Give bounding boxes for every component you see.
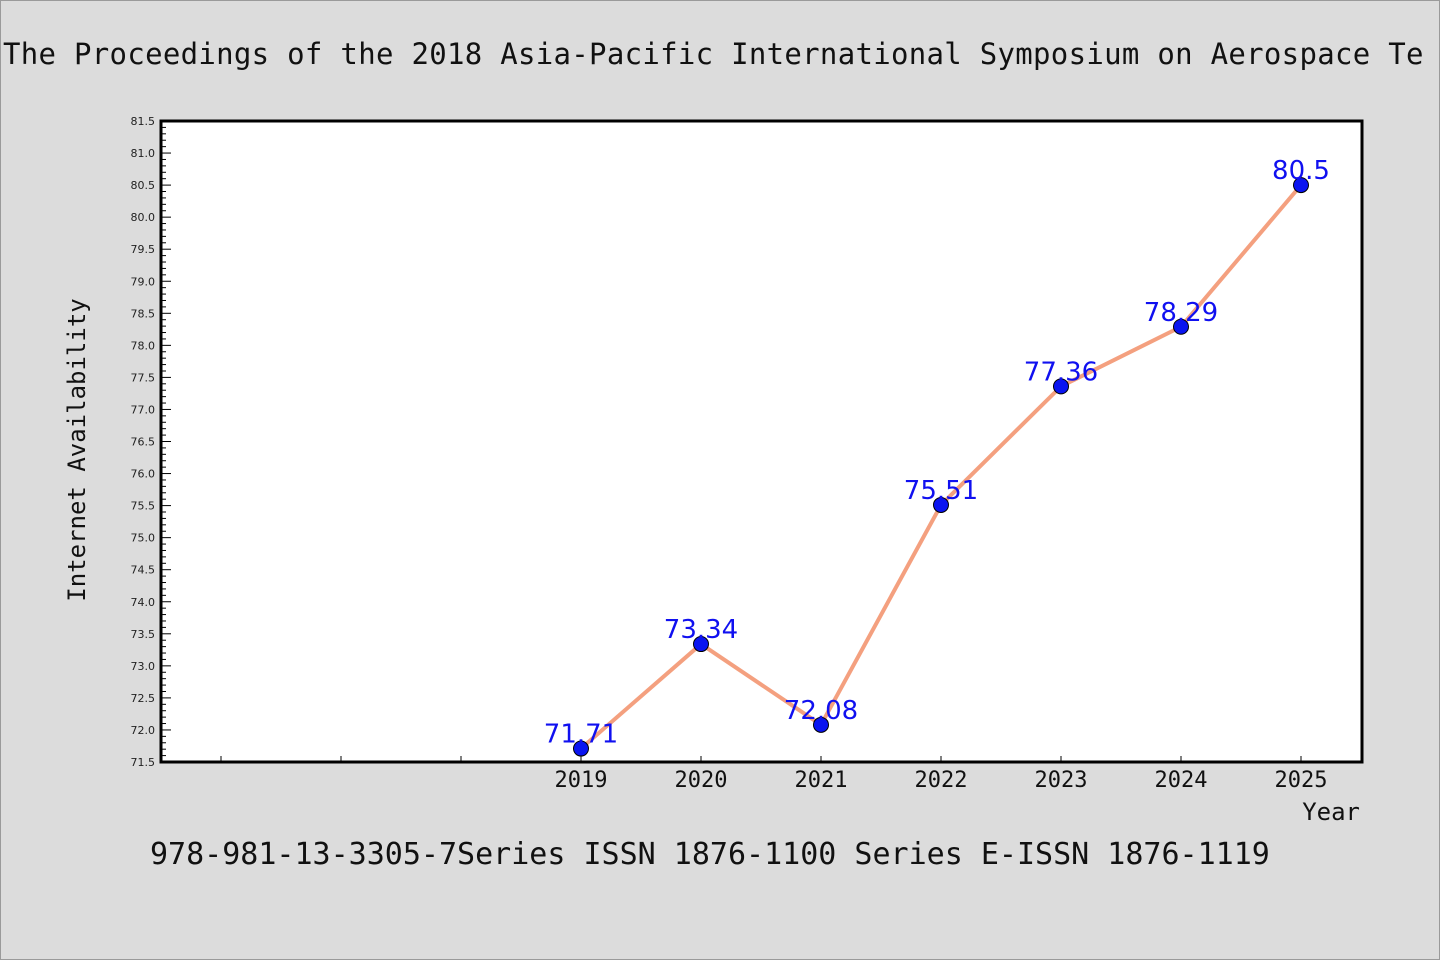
page-title: The Proceedings of the 2018 Asia-Pacific… [3,37,1424,71]
data-point [1053,378,1069,395]
data-labels: 71.71 73.34 72.08 75.51 77.36 78.29 80.5 [544,156,1330,749]
plot-border [159,119,1364,764]
y-tick-label: 80.0 [131,211,156,224]
y-tick-label: 73.5 [131,628,156,641]
y-tick-label: 73.0 [131,660,156,673]
y-tick-label: 81.0 [131,147,156,160]
y-tick-label: 75.0 [131,532,156,545]
data-label: 72.08 [784,696,858,726]
y-tick-label: 81.5 [131,115,156,128]
x-tick-label: 2020 [675,768,728,793]
data-label: 78.29 [1144,298,1218,328]
y-tick-label: 74.0 [131,596,156,609]
y-tick-label: 74.5 [131,564,156,577]
data-label: 71.71 [544,720,618,750]
series-group [573,177,1309,757]
y-tick-label: 71.5 [131,756,156,769]
x-tick-label: 2021 [795,768,848,793]
x-axis-title: Year [1302,798,1360,826]
x-tick-label: 2019 [555,768,608,793]
x-tick-label: 2023 [1035,768,1088,793]
data-point [1293,177,1309,194]
data-point [813,716,829,733]
y-tick-label: 78.5 [131,307,156,320]
data-point [573,740,589,757]
data-label: 73.34 [664,615,738,645]
plot-area [161,121,1362,762]
y-tick-label: 77.0 [131,403,156,416]
footer-isbn: 978-981-13-3305-7Series ISSN 1876-1100 S… [150,837,1270,872]
data-label: 75.51 [904,476,978,506]
x-tick-label: 2024 [1155,768,1208,793]
y-axis-ticks: 71.5 72.0 72.5 73.0 73.5 74.0 74.5 75.0 75.5 76.0… [131,115,171,769]
data-point [1173,318,1189,335]
y-tick-label: 75.5 [131,500,156,513]
y-axis-title: Internet Availability [63,298,91,601]
y-tick-label: 80.5 [131,179,156,192]
data-label: 77.36 [1024,357,1098,387]
data-label: 80.5 [1272,156,1330,186]
y-tick-label: 79.0 [131,275,156,288]
x-axis-ticks: 2019 2020 2021 2022 2023 2024 2025 [220,756,1328,793]
y-tick-label: 77.5 [131,371,156,384]
x-tick-label: 2022 [915,768,968,793]
y-tick-label: 79.5 [131,243,156,256]
y-tick-label: 78.0 [131,339,156,352]
y-tick-label: 76.5 [131,436,156,449]
x-tick-label: 2025 [1275,768,1328,793]
y-tick-label: 72.0 [131,724,156,737]
data-point [693,636,709,653]
y-tick-label: 72.5 [131,692,156,705]
y-tick-label: 76.0 [131,468,156,481]
data-point [933,496,949,513]
